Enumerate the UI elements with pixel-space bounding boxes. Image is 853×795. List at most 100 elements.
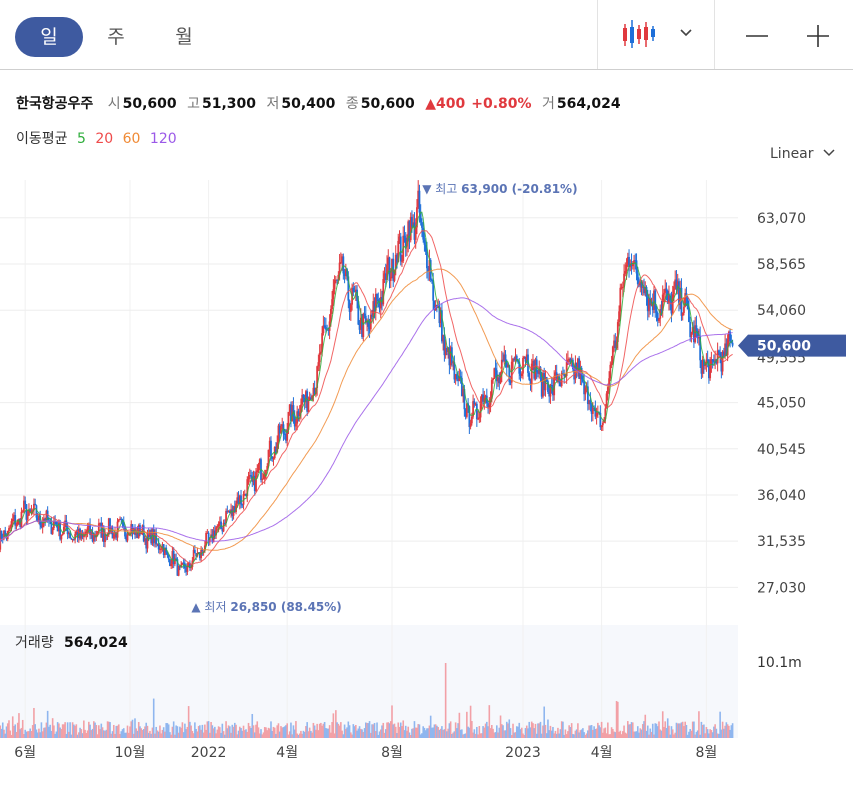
candle-body: [222, 522, 225, 532]
volume-bar: [227, 725, 230, 738]
candle-body: [517, 361, 519, 363]
candle-body: [3, 530, 5, 539]
candle-body: [618, 311, 620, 323]
candle-body: [586, 386, 589, 405]
candle-body: [287, 411, 290, 430]
volume-bar: [235, 724, 237, 738]
volume-bar: [497, 732, 499, 738]
candlestick-icon: [623, 20, 655, 48]
candle-body: [243, 494, 246, 496]
volume-bar: [202, 732, 205, 738]
volume-bar: [472, 732, 474, 738]
tab-weekly[interactable]: 주: [107, 26, 125, 48]
candle-body: [35, 505, 38, 518]
tab-monthly[interactable]: 월: [175, 26, 193, 48]
volume-bar: [704, 733, 706, 738]
candle-body: [99, 522, 101, 524]
volume-bar: [661, 711, 664, 738]
volume-bar: [110, 733, 113, 738]
candle-body: [59, 522, 62, 540]
low-label: 저: [266, 96, 280, 112]
candle-body: [13, 515, 15, 520]
candle-body: [505, 361, 508, 368]
volume-bar: [731, 723, 734, 738]
candle-body: [297, 411, 300, 416]
volume-bar: [360, 728, 362, 738]
volume-bar: [88, 721, 90, 738]
volume-bar: [238, 726, 241, 738]
volume-bar: [441, 726, 443, 738]
candle-body: [394, 254, 397, 270]
candle-body: [372, 301, 375, 318]
x-tick-label: 4월: [591, 745, 613, 761]
volume-bar: [196, 731, 199, 738]
candle-body: [689, 322, 692, 337]
volume-bar: [580, 729, 583, 738]
candle-body: [169, 559, 171, 567]
volume-bar: [245, 729, 247, 738]
volume-bar: [512, 723, 514, 738]
volume-bar: [609, 734, 612, 738]
volume-bar: [514, 732, 517, 738]
candle-body: [125, 536, 128, 541]
current-price-label: 50,600: [757, 339, 811, 355]
volume-bar: [297, 734, 300, 738]
candle-body: [237, 497, 240, 504]
volume-bar: [684, 721, 686, 738]
volume-bar: [646, 725, 649, 738]
volume-bar: [352, 724, 355, 738]
volume-bar: [187, 706, 190, 738]
volume-bar: [649, 728, 652, 738]
volume-bar: [406, 730, 408, 738]
volume-bar: [74, 725, 76, 738]
moving-average-legend[interactable]: 이동평균 5 20 60 120: [16, 128, 182, 148]
volume-bar: [517, 726, 519, 738]
candle-body: [509, 381, 512, 383]
candle-body: [429, 260, 432, 280]
volume-bar: [229, 726, 231, 738]
candle-body: [542, 373, 544, 397]
volume-bar: [590, 725, 593, 738]
volume-bar: [448, 723, 451, 738]
volume-bar: [106, 721, 109, 738]
candle-body: [62, 526, 65, 535]
candle-body: [646, 297, 649, 312]
volume-bar: [234, 722, 236, 738]
chart-type-selector[interactable]: [598, 0, 714, 69]
zoom-in-button[interactable]: [800, 18, 834, 52]
volume-bar: [140, 728, 143, 738]
volume-bar: [643, 721, 645, 738]
candle-body: [679, 287, 682, 305]
volume-bar: [379, 729, 382, 738]
candle-body: [135, 531, 138, 535]
volume-bar: [336, 722, 338, 738]
candle-body: [116, 521, 119, 538]
candle-body: [358, 324, 361, 330]
volume-bar: [670, 726, 673, 738]
candle-body: [717, 350, 720, 353]
volume-bar: [44, 727, 46, 738]
candle-body: [726, 339, 729, 356]
high-label: 고: [187, 96, 200, 112]
volume-bar: [389, 721, 392, 738]
volume-bar: [577, 723, 579, 738]
volume-bar: [467, 726, 469, 738]
x-tick-label: 10월: [115, 745, 146, 761]
tab-daily[interactable]: 일: [15, 17, 83, 57]
volume-bar: [33, 707, 35, 738]
volume-bar: [442, 729, 444, 738]
volume-bar: [105, 729, 108, 738]
candle-body: [51, 528, 54, 534]
candle-body: [482, 394, 484, 402]
volume-bar: [4, 733, 7, 738]
volume-bar: [127, 732, 130, 738]
volume-bar: [587, 730, 589, 738]
candle-body: [354, 289, 357, 292]
candle-body: [492, 379, 494, 381]
zoom-out-button[interactable]: [740, 18, 774, 52]
volume-bar: [320, 722, 322, 738]
scale-dropdown[interactable]: Linear: [770, 146, 836, 162]
candle-body: [364, 315, 367, 323]
candle-body: [431, 279, 433, 281]
